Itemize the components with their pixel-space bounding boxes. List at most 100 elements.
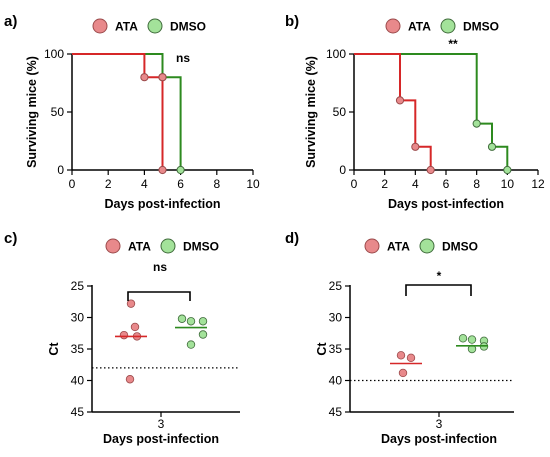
x-tick-label: 4: [412, 177, 419, 191]
x-tick-label: 12: [531, 177, 545, 191]
legend-marker-ata: [92, 18, 108, 34]
y-tick-label: 100: [44, 47, 64, 61]
data-point-ata: [125, 375, 135, 384]
censor-marker-ata: [395, 96, 405, 105]
x-axis-title: Days post-infection: [105, 197, 221, 211]
x-tick-label: 0: [69, 177, 76, 191]
x-axis-title: Days post-infection: [103, 432, 219, 446]
censor-marker-ata: [411, 142, 420, 151]
survival-line-dmso: [354, 53, 509, 170]
data-point-ata: [406, 353, 416, 363]
x-tick-label: 2: [105, 177, 112, 191]
x-tick-label: 0: [351, 177, 358, 191]
x-tick-label: 3: [436, 417, 443, 431]
legend-label-dmso: DMSO: [170, 20, 206, 34]
legend-label-ata: ATA: [128, 240, 151, 254]
y-axis-title: Surviving mice (%): [304, 56, 318, 168]
y-tick-label: 25: [71, 279, 85, 293]
legend-label-ata: ATA: [408, 20, 431, 34]
legend-marker-ata: [364, 238, 380, 254]
x-tick-label: 4: [141, 177, 148, 191]
y-tick-label: 35: [71, 342, 85, 356]
data-point-dmso: [177, 314, 187, 323]
y-tick-label: 25: [329, 279, 343, 293]
significance-bracket: [405, 284, 472, 296]
censor-marker-ata: [426, 165, 435, 175]
y-tick-label: 0: [339, 163, 346, 177]
x-tick-label: 8: [473, 177, 480, 191]
data-point-ata: [119, 330, 129, 340]
legend: ATA DMSO: [385, 18, 499, 34]
panel-label: d): [285, 230, 299, 247]
x-tick-label: 6: [443, 177, 450, 191]
legend-label-dmso: DMSO: [442, 240, 478, 254]
data-point-ata: [130, 322, 140, 332]
legend: ATA DMSO: [364, 238, 478, 254]
censor-marker-ata: [140, 73, 149, 82]
x-tick-label: 10: [501, 177, 515, 191]
legend: ATA DMSO: [92, 18, 206, 34]
x-tick-label: 2: [381, 177, 388, 191]
legend-marker-ata: [105, 238, 121, 254]
significance-label: ns: [176, 51, 190, 65]
y-tick-label: 35: [329, 342, 343, 356]
x-tick-label: 3: [158, 417, 165, 431]
x-tick-label: 10: [246, 177, 260, 191]
panel-label: b): [285, 13, 299, 30]
x-axis-title: Days post-infection: [381, 432, 497, 446]
legend-marker-dmso: [147, 18, 163, 34]
legend-marker-dmso: [440, 18, 456, 34]
legend-marker-dmso: [160, 238, 176, 254]
x-tick-label: 8: [213, 177, 220, 191]
legend-label-ata: ATA: [115, 20, 138, 34]
censor-marker-ata: [158, 73, 167, 82]
x-tick-label: 6: [177, 177, 184, 191]
significance-label: ns: [153, 260, 167, 274]
panel-label: a): [4, 13, 17, 30]
panel-label: c): [4, 230, 17, 247]
survival-line-dmso: [72, 53, 182, 170]
y-tick-label: 100: [326, 47, 346, 61]
y-tick-label: 50: [51, 105, 65, 119]
legend-marker-ata: [385, 18, 401, 34]
censor-marker-dmso: [176, 165, 185, 175]
survival-line-ata: [354, 53, 432, 170]
y-tick-label: 40: [329, 374, 343, 388]
data-point-ata: [398, 368, 408, 378]
y-tick-label: 30: [71, 311, 85, 325]
data-point-dmso: [186, 340, 196, 349]
data-point-dmso: [186, 317, 196, 326]
y-tick-label: 45: [71, 405, 85, 419]
censor-marker-dmso: [487, 142, 497, 151]
censor-marker-ata: [158, 165, 167, 175]
y-tick-label: 0: [57, 163, 64, 177]
legend: ATA DMSO: [105, 238, 219, 254]
y-tick-label: 50: [333, 105, 347, 119]
censor-marker-dmso: [503, 165, 512, 175]
data-point-ata: [396, 351, 406, 360]
legend-label-ata: ATA: [387, 240, 410, 254]
y-tick-label: 40: [71, 374, 85, 388]
data-point-dmso: [458, 334, 468, 343]
significance-label: **: [448, 37, 458, 51]
y-axis-title: Ct: [315, 342, 329, 356]
data-point-dmso: [198, 317, 208, 326]
legend-label-dmso: DMSO: [183, 240, 219, 254]
data-point-dmso: [198, 330, 208, 339]
legend-marker-dmso: [419, 238, 435, 254]
data-point-dmso: [467, 335, 477, 344]
data-point-ata: [126, 299, 136, 308]
y-axis-title: Ct: [47, 342, 61, 356]
survival-line-ata: [72, 53, 164, 170]
legend-label-dmso: DMSO: [463, 20, 499, 34]
significance-label: *: [437, 269, 442, 283]
x-axis-title: Days post-infection: [388, 197, 504, 211]
y-tick-label: 45: [329, 405, 343, 419]
significance-bracket: [127, 291, 191, 301]
censor-marker-dmso: [472, 119, 481, 128]
panel-b: b) ATA DMSO 0 2 4 6 8 10 12 0 50 100 Days post-infect…: [285, 13, 545, 211]
